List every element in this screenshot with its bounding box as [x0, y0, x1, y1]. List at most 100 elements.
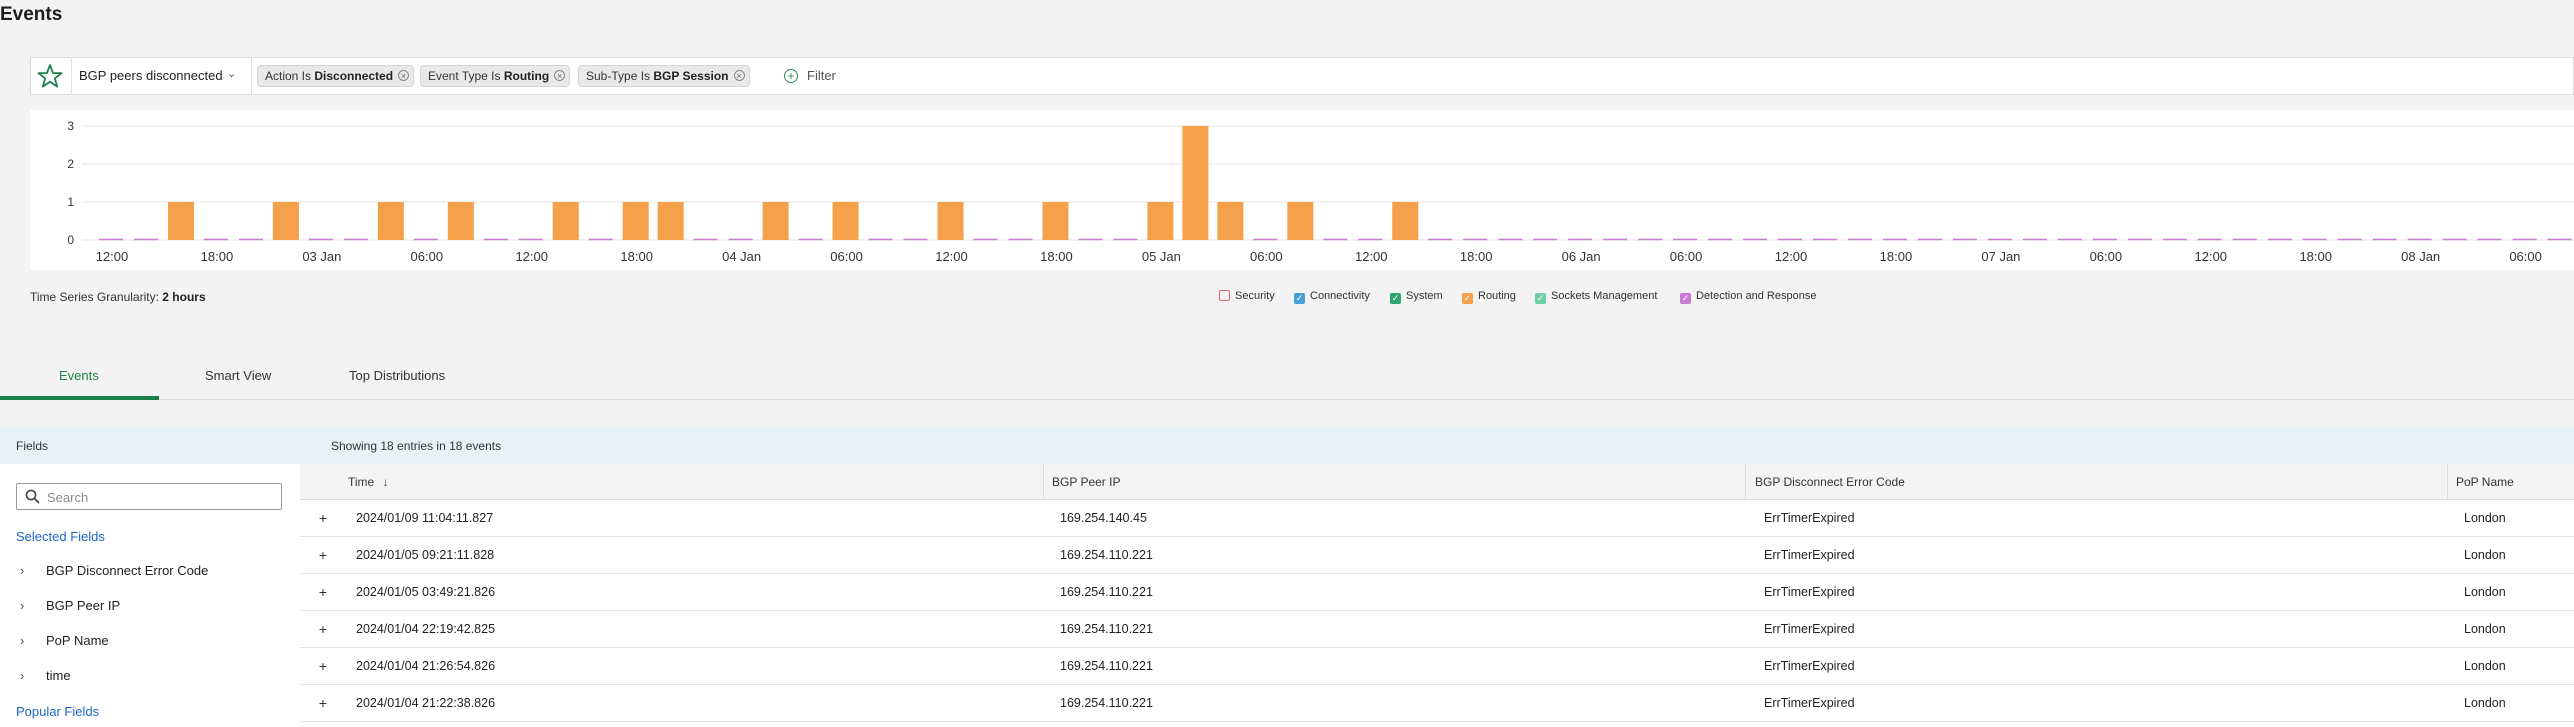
- cell-error-code: ErrTimerExpired: [1764, 622, 1855, 636]
- table-row[interactable]: + 2024/01/05 09:21:11.828 169.254.110.22…: [300, 537, 2574, 574]
- table-row[interactable]: + 2024/01/05 03:49:21.826 169.254.110.22…: [300, 574, 2574, 611]
- tab-events[interactable]: Events: [59, 368, 99, 383]
- y-tick-label: 1: [67, 195, 74, 209]
- expand-row-icon[interactable]: +: [318, 547, 328, 563]
- legend-item-sockets-management[interactable]: ✓ Sockets Management: [1535, 290, 1657, 304]
- expand-row-icon[interactable]: +: [318, 658, 328, 674]
- table-row[interactable]: + 2024/01/04 21:26:54.826 169.254.110.22…: [300, 648, 2574, 685]
- column-header-pop-name[interactable]: PoP Name: [2456, 475, 2514, 489]
- tab-smart-view[interactable]: Smart View: [205, 368, 272, 383]
- cell-pop-name: London: [2464, 511, 2506, 525]
- legend-label: Detection and Response: [1696, 290, 1817, 302]
- column-header-time[interactable]: Time ↓: [348, 475, 389, 489]
- cell-error-code: ErrTimerExpired: [1764, 696, 1855, 710]
- column-divider[interactable]: [1745, 464, 1746, 500]
- field-label: time: [46, 668, 71, 683]
- field-label: BGP Disconnect Error Code: [46, 563, 209, 578]
- legend-checkbox[interactable]: [1219, 290, 1230, 301]
- data-bar: [762, 202, 789, 240]
- legend-item-routing[interactable]: ✓ Routing: [1462, 290, 1516, 304]
- chevron-right-icon[interactable]: ›: [20, 633, 25, 648]
- chip-value: Routing: [503, 69, 550, 83]
- cell-time: 2024/01/04 22:19:42.825: [356, 622, 496, 636]
- remove-chip-icon[interactable]: ×: [733, 70, 745, 81]
- popular-fields-heading[interactable]: Popular Fields: [16, 704, 100, 719]
- cell-peer-ip: 169.254.110.221: [1060, 622, 1153, 636]
- chevron-right-icon[interactable]: ›: [20, 598, 25, 613]
- filter-chip-event-type[interactable]: Event Type Is Routing ×: [420, 65, 571, 87]
- granularity-label: Time Series Granularity:: [30, 290, 159, 304]
- cell-pop-name: London: [2464, 548, 2506, 562]
- legend-checkbox[interactable]: ✓: [1462, 293, 1473, 304]
- x-tick-label: 18:00: [2299, 249, 2332, 264]
- cell-peer-ip: 169.254.110.221: [1060, 548, 1153, 562]
- x-tick-label: 03 Jan: [302, 249, 341, 264]
- data-bar: [1147, 202, 1174, 240]
- favorite-star-icon[interactable]: [37, 63, 63, 89]
- chevron-right-icon[interactable]: ›: [20, 563, 25, 578]
- legend-item-system[interactable]: ✓ System: [1390, 290, 1443, 304]
- active-tab-indicator: [0, 396, 159, 400]
- filter-chip-action[interactable]: Action Is Disconnected ×: [257, 65, 415, 87]
- data-bar: [1182, 126, 1209, 240]
- y-tick-label: 0: [67, 233, 74, 247]
- legend-checkbox[interactable]: ✓: [1294, 293, 1305, 304]
- column-header-bgp-peer-ip[interactable]: BGP Peer IP: [1052, 475, 1121, 489]
- field-item[interactable]: › PoP Name: [20, 633, 109, 648]
- expand-row-icon[interactable]: +: [318, 510, 328, 526]
- filter-chip-sub-type[interactable]: Sub-Type Is BGP Session ×: [578, 65, 750, 87]
- chevron-right-icon[interactable]: ›: [20, 668, 25, 683]
- legend-label: Routing: [1478, 290, 1516, 302]
- column-divider[interactable]: [1043, 464, 1044, 500]
- fields-header: Fields: [0, 427, 300, 464]
- x-tick-label: 06:00: [2509, 249, 2542, 264]
- entries-summary: Showing 18 entries in 18 events: [300, 427, 2574, 464]
- legend-checkbox[interactable]: ✓: [1535, 293, 1546, 304]
- fields-sidebar: Fields Selected Fields › BGP Disconnect E…: [0, 427, 301, 727]
- tab-top-distributions[interactable]: Top Distributions: [349, 368, 446, 383]
- data-bar: [1287, 202, 1314, 240]
- cell-pop-name: London: [2464, 585, 2506, 599]
- expand-row-icon[interactable]: +: [318, 621, 328, 637]
- data-bar: [832, 202, 859, 240]
- column-divider[interactable]: [2447, 464, 2448, 500]
- remove-chip-icon[interactable]: ×: [554, 70, 566, 81]
- selected-fields-heading[interactable]: Selected Fields: [16, 529, 105, 544]
- expand-row-icon[interactable]: +: [318, 584, 328, 600]
- search-icon: [25, 489, 40, 509]
- cell-peer-ip: 169.254.110.221: [1060, 659, 1153, 673]
- legend-item-detection-and-response[interactable]: ✓ Detection and Response: [1680, 290, 1816, 304]
- legend-checkbox[interactable]: ✓: [1390, 293, 1401, 304]
- legend-item-connectivity[interactable]: ✓ Connectivity: [1294, 290, 1370, 304]
- table-row[interactable]: + 2024/01/04 22:19:42.825 169.254.110.22…: [300, 611, 2574, 648]
- field-item[interactable]: › BGP Peer IP: [20, 598, 120, 613]
- chevron-down-icon[interactable]: ⌄: [227, 68, 237, 80]
- x-tick-label: 05 Jan: [1142, 249, 1181, 264]
- chip-value: BGP Session: [653, 69, 729, 83]
- data-bar: [167, 202, 194, 240]
- table-row[interactable]: + 2024/01/09 11:04:11.827 169.254.140.45…: [300, 500, 2574, 537]
- add-filter-icon[interactable]: +: [784, 69, 798, 83]
- sort-arrow-down-icon[interactable]: ↓: [382, 475, 389, 489]
- granularity-value: 2 hours: [162, 290, 206, 304]
- cell-peer-ip: 169.254.110.221: [1060, 696, 1153, 710]
- table-row[interactable]: + 2024/01/04 21:22:38.826 169.254.110.22…: [300, 685, 2574, 722]
- column-header-error-code[interactable]: BGP Disconnect Error Code: [1755, 475, 1905, 489]
- add-filter-button[interactable]: Filter: [807, 68, 836, 83]
- field-item[interactable]: › time: [20, 668, 71, 683]
- x-tick-label: 18:00: [1880, 249, 1913, 264]
- fields-title: Fields: [16, 439, 49, 453]
- remove-chip-icon[interactable]: ×: [398, 70, 410, 81]
- x-tick-label: 18:00: [1040, 249, 1073, 264]
- events-timeline-chart: 0 1 2 3 12:00 18:00 03 Jan 06:00 12:00 18:00 04 Ja…: [30, 110, 2574, 270]
- legend-item-security[interactable]: Security: [1219, 290, 1275, 302]
- saved-query-selector[interactable]: BGP peers disconnected: [79, 68, 223, 83]
- cell-error-code: ErrTimerExpired: [1764, 585, 1855, 599]
- fields-search-input[interactable]: [47, 488, 267, 506]
- expand-row-icon[interactable]: +: [318, 695, 328, 711]
- fields-search-box[interactable]: [16, 483, 282, 510]
- field-item[interactable]: › BGP Disconnect Error Code: [20, 563, 208, 578]
- data-bar: [377, 202, 404, 240]
- legend-checkbox[interactable]: ✓: [1680, 293, 1691, 304]
- x-tick-label: 08 Jan: [2401, 249, 2440, 264]
